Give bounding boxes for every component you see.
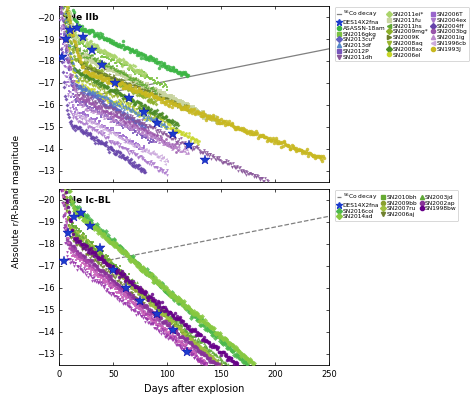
Legend: $^{56}$Co decay, DES14X2fna, ASASSN-18am, SN2016gkg, SN2013cu*, SN2013df, SN2012: $^{56}$Co decay, DES14X2fna, ASASSN-18am…	[335, 7, 469, 62]
Text: SNe Ic-BL: SNe Ic-BL	[63, 196, 111, 205]
Text: SNe IIb: SNe IIb	[63, 13, 99, 22]
Text: Absolute r/R-band magnitude: Absolute r/R-band magnitude	[12, 135, 21, 268]
X-axis label: Days after explosion: Days after explosion	[144, 384, 245, 394]
Legend: $^{56}$Co decay, DES14X2fna, SN2016coi, SN2014ad, SN2010bh, SN2009bb, SN2007ru, : $^{56}$Co decay, DES14X2fna, SN2016coi, …	[335, 190, 458, 221]
